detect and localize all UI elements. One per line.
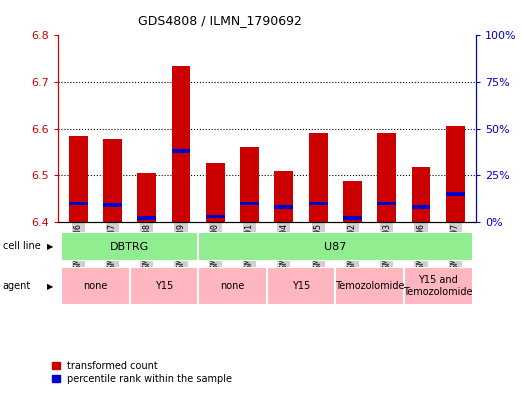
Bar — [404, 267, 472, 305]
Bar — [103, 204, 122, 207]
Text: Temozolomide: Temozolomide — [335, 281, 404, 291]
Bar — [309, 133, 327, 222]
Bar — [446, 127, 465, 222]
Legend: transformed count, percentile rank within the sample: transformed count, percentile rank withi… — [52, 361, 233, 384]
Text: GDS4808 / ILMN_1790692: GDS4808 / ILMN_1790692 — [138, 14, 302, 27]
Bar — [198, 267, 267, 305]
Bar — [343, 217, 362, 220]
Bar — [61, 232, 198, 261]
Bar — [240, 202, 259, 205]
Bar — [206, 163, 225, 222]
Bar — [137, 173, 156, 222]
Bar — [267, 267, 335, 305]
Text: ▶: ▶ — [48, 242, 54, 250]
Text: Y15: Y15 — [155, 281, 173, 291]
Text: U87: U87 — [324, 242, 347, 252]
Text: DBTRG: DBTRG — [110, 242, 149, 252]
Bar — [137, 217, 156, 220]
Text: none: none — [220, 281, 245, 291]
Text: Y15: Y15 — [292, 281, 310, 291]
Bar — [172, 149, 190, 153]
Bar — [69, 136, 87, 222]
Bar — [275, 205, 293, 209]
Bar — [446, 192, 465, 196]
Bar — [377, 133, 396, 222]
Bar — [198, 232, 472, 261]
Bar — [206, 215, 225, 219]
Bar — [309, 202, 327, 205]
Bar — [61, 267, 130, 305]
Bar — [412, 167, 430, 222]
Text: Y15 and
Temozolomide: Y15 and Temozolomide — [403, 275, 473, 297]
Text: none: none — [83, 281, 107, 291]
Bar — [343, 182, 362, 222]
Bar — [172, 66, 190, 222]
Text: cell line: cell line — [3, 241, 40, 251]
Bar — [240, 147, 259, 222]
Bar — [335, 267, 404, 305]
Bar — [275, 171, 293, 222]
Text: agent: agent — [3, 281, 31, 291]
Bar — [130, 267, 198, 305]
Bar — [412, 205, 430, 209]
Text: ▶: ▶ — [48, 282, 54, 290]
Bar — [377, 202, 396, 205]
Bar — [69, 202, 87, 205]
Bar — [103, 139, 122, 222]
